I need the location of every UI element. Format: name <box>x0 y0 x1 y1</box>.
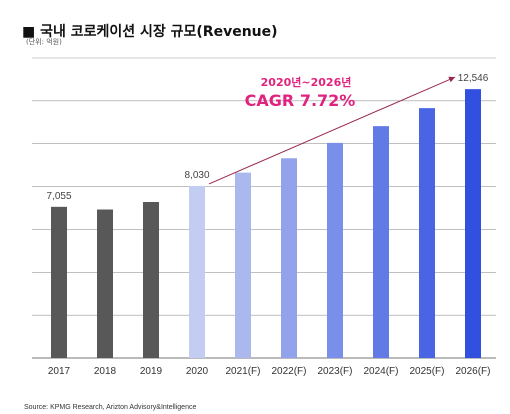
chart-title: ■ 국내 코로케이션 시장 규모(Revenue) <box>22 24 278 40</box>
cagr-arrow <box>208 76 456 185</box>
x-tick-label: 2018 <box>94 366 117 377</box>
x-tick-label: 2023(F) <box>317 366 352 377</box>
source-note: Source: KPMG Research, Arizton Advisory&… <box>24 404 197 411</box>
cagr-period-label: 2020년~2026년 <box>261 75 352 89</box>
bar-2017 <box>51 206 67 358</box>
data-label: 7,055 <box>46 191 71 202</box>
data-label: 12,546 <box>458 73 489 84</box>
bar-2020 <box>189 185 205 358</box>
x-tick-label: 2020 <box>186 366 209 377</box>
x-tick-label: 2017 <box>48 366 71 377</box>
bar-2024(F) <box>373 126 389 359</box>
bar-2022(F) <box>281 158 297 358</box>
bar-2018 <box>97 209 113 358</box>
x-tick-label: 2026(F) <box>455 366 490 377</box>
data-label: 8,030 <box>184 170 209 181</box>
unit-label: (단위: 억원) <box>26 38 62 46</box>
bar-2026(F) <box>465 89 481 359</box>
cagr-value-label: CAGR 7.72% <box>245 91 356 110</box>
x-tick-label: 2025(F) <box>409 366 444 377</box>
bar-2021(F) <box>235 172 251 358</box>
bar-2023(F) <box>327 142 343 358</box>
x-tick-label: 2022(F) <box>271 366 306 377</box>
x-tick-label: 2024(F) <box>363 366 398 377</box>
bar-2025(F) <box>419 108 435 359</box>
bar-2019 <box>143 202 159 358</box>
x-tick-label: 2021(F) <box>225 366 260 377</box>
x-tick-label: 2019 <box>140 366 163 377</box>
